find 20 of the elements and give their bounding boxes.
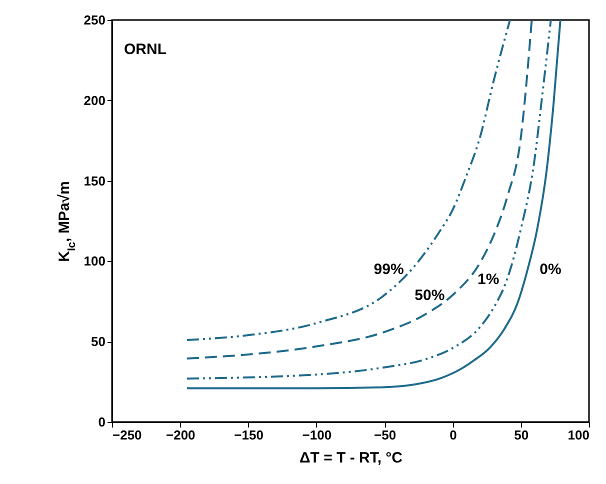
annotation: ORNL xyxy=(124,41,166,58)
y-tick-label: 150 xyxy=(84,173,106,188)
y-tick-label: 50 xyxy=(91,334,106,350)
series-label: 0% xyxy=(540,261,562,278)
x-tick-label: −250 xyxy=(112,428,142,442)
x-tick-label: 0 xyxy=(450,428,457,442)
y-tick-label: 200 xyxy=(84,92,106,108)
x-tick-label: −50 xyxy=(374,428,396,442)
x-tick-label: −200 xyxy=(166,428,196,442)
x-axis-title: ΔT = T - RT, °C xyxy=(299,450,403,466)
x-tick-label: −100 xyxy=(302,428,332,442)
series-label: 50% xyxy=(414,286,445,304)
y-tick-label: 100 xyxy=(84,254,106,269)
series-label: 1% xyxy=(478,270,500,288)
x-tick-label: −150 xyxy=(234,428,264,442)
series-label: 99% xyxy=(374,261,404,278)
y-tick-label: 0 xyxy=(98,414,106,430)
x-tick-label: 100 xyxy=(568,428,590,442)
y-tick-label: 250 xyxy=(84,12,106,28)
x-tick-label: 50 xyxy=(514,428,529,442)
